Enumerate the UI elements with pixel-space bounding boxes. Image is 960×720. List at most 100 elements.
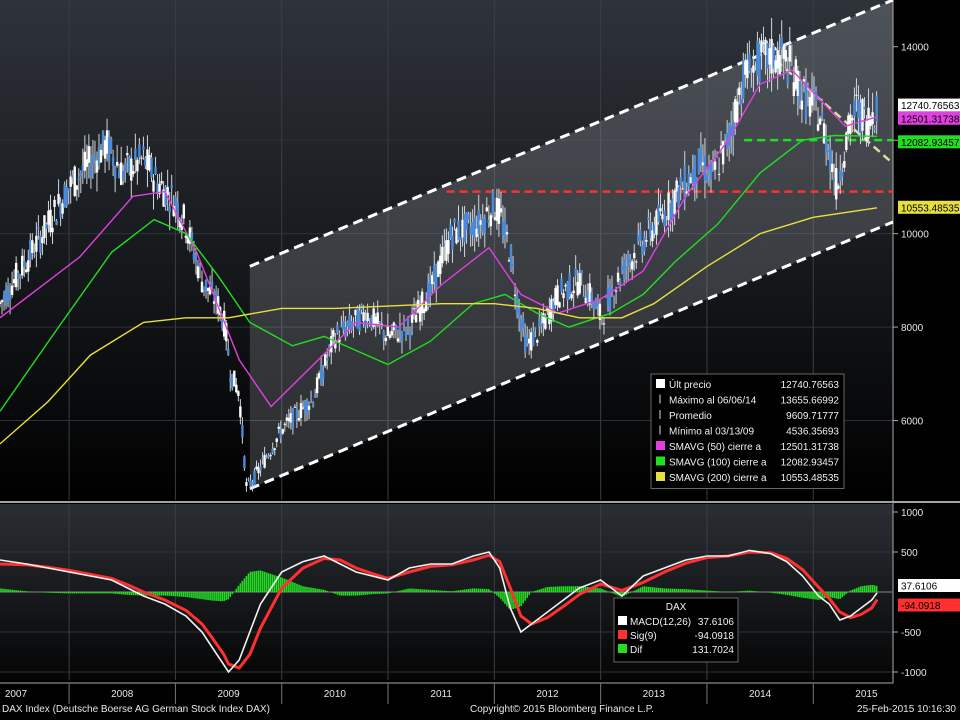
- candle-body: [166, 186, 169, 196]
- candle-body: [91, 154, 95, 165]
- candle-body: [677, 187, 680, 207]
- candle-body: [717, 173, 721, 175]
- candle-body: [804, 81, 808, 119]
- candle-body: [336, 325, 339, 333]
- candle-body: [45, 223, 48, 229]
- candle-body: [548, 309, 551, 325]
- candle-body: [653, 224, 656, 234]
- candle-body: [873, 127, 876, 130]
- candle-body: [633, 252, 636, 259]
- candle-body: [598, 303, 602, 320]
- candle-body: [629, 259, 632, 263]
- candle-body: [326, 358, 329, 361]
- candle-body: [402, 319, 406, 322]
- candle-body: [89, 164, 93, 179]
- candle-body: [291, 408, 295, 429]
- candle-body: [422, 308, 426, 313]
- macd-legend-box: [613, 597, 739, 663]
- candle-body: [483, 217, 486, 234]
- price-value-flag-text: 10553.48535: [901, 203, 960, 214]
- candle-body: [57, 193, 60, 205]
- candle-body: [16, 272, 20, 280]
- candle-body: [461, 219, 464, 238]
- candle-body: [317, 373, 321, 378]
- candle-body: [384, 337, 387, 342]
- candle-body: [564, 284, 567, 287]
- candle-body: [346, 321, 349, 327]
- candle-body: [701, 162, 705, 166]
- candle-body: [170, 184, 173, 189]
- macd-legend-title: DAX: [666, 602, 687, 613]
- candle-body: [51, 227, 54, 233]
- candle-body: [754, 61, 757, 63]
- candle-body: [578, 272, 581, 294]
- candle-body: [79, 172, 82, 177]
- candle-body: [501, 221, 505, 236]
- candle-body: [2, 294, 6, 300]
- candle-body: [447, 240, 450, 254]
- timestamp: 25-Feb-2015 10:16:30: [857, 704, 956, 715]
- candle-body: [202, 286, 206, 290]
- candle-body: [172, 205, 175, 217]
- candle-body: [156, 182, 159, 194]
- candle-body: [35, 235, 38, 252]
- candle-body: [47, 210, 50, 225]
- candle-body: [400, 332, 404, 342]
- candle-body: [685, 191, 688, 194]
- candle-body: [473, 217, 476, 239]
- candle-body: [277, 426, 280, 429]
- legend-value: 13655.66992: [781, 396, 840, 407]
- candle-body: [572, 290, 575, 294]
- candle-body: [475, 228, 478, 238]
- candle-body: [281, 429, 284, 434]
- candle-body: [552, 301, 555, 315]
- candle-body: [839, 170, 842, 181]
- candle-body: [63, 184, 66, 208]
- candle-body: [689, 177, 692, 184]
- candle-body: [334, 340, 337, 349]
- macd-legend-value: 131.7024: [692, 645, 734, 656]
- candle-body: [418, 305, 422, 322]
- candle-body: [85, 159, 89, 167]
- candle-body: [703, 155, 707, 181]
- candle-body: [83, 151, 87, 171]
- candle-body: [55, 220, 58, 225]
- candle-body: [404, 329, 408, 336]
- candle-body: [245, 482, 248, 486]
- candle-body: [311, 402, 315, 406]
- price-value-flag-bg: [898, 98, 960, 112]
- candle-body: [328, 345, 331, 348]
- candle-body: [768, 48, 771, 65]
- candle-body: [639, 229, 642, 241]
- candle-body: [196, 266, 200, 279]
- candle-body: [297, 418, 301, 421]
- candle-body: [443, 243, 446, 246]
- candle-body: [451, 236, 454, 250]
- macd-legend-swatch: [618, 644, 627, 653]
- price-value-flag-text: 12501.31738: [901, 114, 960, 125]
- candle-body: [554, 288, 557, 305]
- candle-body: [253, 470, 256, 486]
- candle-body: [251, 482, 254, 485]
- candle-body: [495, 197, 499, 221]
- macd-legend-value: -94.0918: [695, 631, 735, 642]
- candle-body: [865, 121, 868, 142]
- candle-body: [39, 235, 42, 253]
- candle-body: [313, 395, 317, 398]
- candle-body: [8, 296, 12, 301]
- candle-body: [715, 156, 719, 158]
- candle-body: [324, 354, 327, 366]
- candle-body: [505, 232, 509, 235]
- candle-body: [760, 40, 763, 53]
- candle-body: [719, 145, 723, 151]
- candle-body: [71, 174, 74, 178]
- candle-body: [734, 99, 737, 123]
- candle-body: [641, 244, 644, 255]
- candle-body: [257, 467, 260, 474]
- candle-body: [802, 79, 806, 83]
- candle-body: [152, 180, 155, 192]
- x-tick-label: 2009: [217, 689, 240, 700]
- candle-body: [212, 301, 216, 304]
- sma-line-0: [0, 69, 878, 408]
- candle-body: [140, 157, 143, 159]
